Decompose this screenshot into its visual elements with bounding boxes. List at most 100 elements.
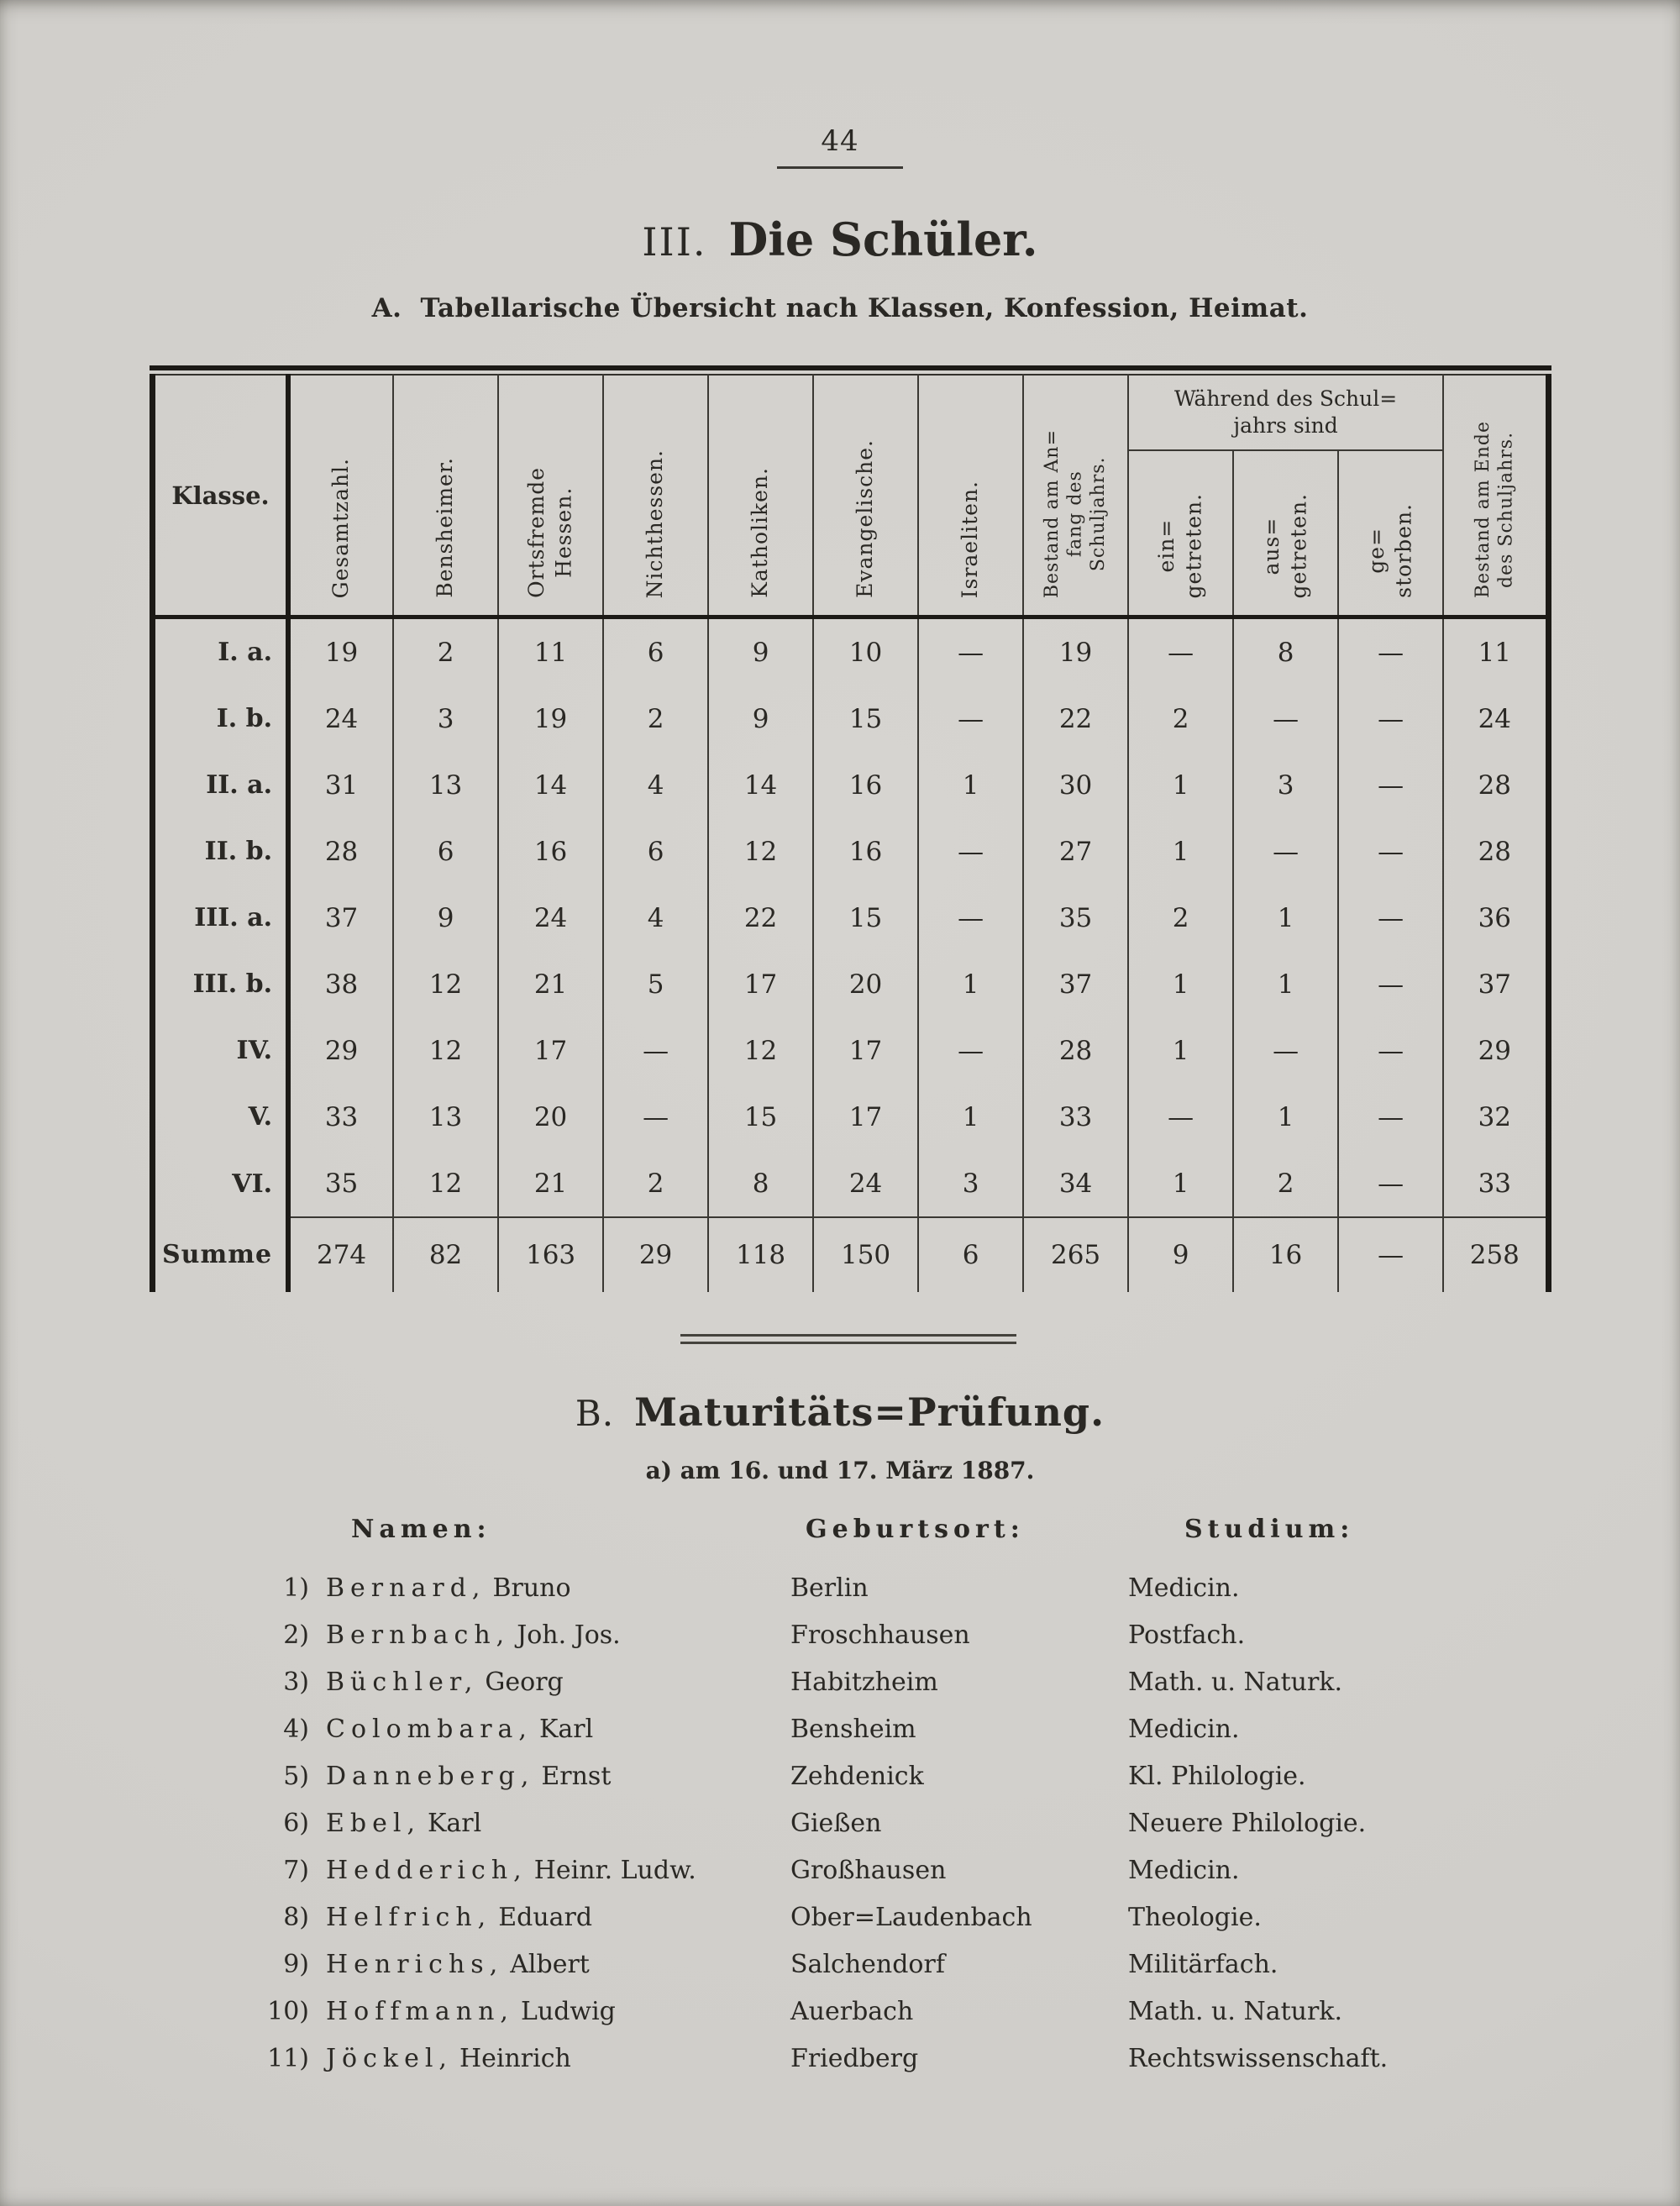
- candidate-number: 6): [283, 1809, 309, 1838]
- ausgetreten-column-header: aus= getreten.: [1232, 450, 1339, 619]
- candidate-study: Medicin.: [1128, 1573, 1240, 1603]
- table-cell: 1: [1127, 818, 1234, 885]
- table-cell: 1: [917, 951, 1024, 1017]
- sum-cell: 163: [497, 1216, 604, 1292]
- candidate-number: 4): [283, 1715, 309, 1744]
- table-row: VI. 35 12 21 2 8 24 3 34 1 2 — 33: [152, 1150, 1549, 1217]
- table-cell: 28: [1442, 752, 1549, 818]
- table-cell: —: [1337, 617, 1444, 685]
- sum-cell: 82: [392, 1216, 499, 1292]
- table-row: II. a. 31 13 14 4 14 16 1 30 1 3 — 28: [152, 752, 1549, 818]
- candidate-surname: Hedderich,: [326, 1856, 528, 1885]
- candidate-number: 1): [283, 1573, 309, 1603]
- candidate-surname: Jöckel,: [326, 2044, 453, 2073]
- table-cell: 37: [287, 885, 394, 951]
- table-cell: 1: [1232, 885, 1339, 951]
- candidate-birthplace: Salchendorf: [790, 1950, 945, 1979]
- statistics-table-wrap: Klasse. Gesamtzahl. Bensheimer. Ortsfrem…: [150, 365, 1551, 1292]
- sum-cell: 16: [1232, 1216, 1339, 1292]
- candidate-study: Medicin.: [1128, 1715, 1240, 1744]
- table-cell: 21: [497, 951, 604, 1017]
- table-cell: 1: [1127, 951, 1234, 1017]
- table-cell: 16: [497, 818, 604, 885]
- candidate-surname: Helfrich,: [326, 1903, 492, 1932]
- number-column-header: [252, 1510, 309, 1550]
- candidate-study: Medicin.: [1128, 1856, 1240, 1885]
- table-cell: 3: [392, 685, 499, 752]
- candidate-given-name: Karl: [428, 1809, 482, 1838]
- nichthessen-column-header: Nichthessen.: [602, 375, 709, 619]
- study-column-header: Studium:: [1184, 1515, 1355, 1544]
- table-cell: 3: [1232, 752, 1339, 818]
- section-b-letter: B.: [575, 1393, 615, 1434]
- sum-cell: 274: [287, 1216, 394, 1292]
- table-cell: —: [917, 617, 1024, 685]
- class-label: I. b.: [152, 685, 291, 752]
- subsection-title-text: Tabellarische Übersicht nach Klassen, Ko…: [420, 293, 1309, 323]
- table-cell: 8: [1232, 617, 1339, 685]
- section-b-subtitle: a) am 16. und 17. März 1887.: [645, 1457, 1035, 1484]
- table-cell: 4: [602, 885, 709, 951]
- table-cell: —: [1232, 1017, 1339, 1084]
- candidate-number: 7): [283, 1856, 309, 1885]
- table-cell: 36: [1442, 885, 1549, 951]
- table-cell: 2: [1127, 685, 1234, 752]
- table-cell: 11: [1442, 617, 1549, 685]
- class-label: V.: [152, 1084, 291, 1150]
- table-cell: 33: [1442, 1150, 1549, 1217]
- israeliten-column-header: Israeliten.: [917, 375, 1024, 619]
- table-cell: —: [1127, 1084, 1234, 1150]
- candidate-surname: Danneberg,: [326, 1762, 535, 1791]
- table-cell: 6: [602, 617, 709, 685]
- candidate-surname: Colombara,: [326, 1715, 533, 1744]
- table-cell: 34: [1022, 1150, 1129, 1217]
- candidate-surname: Ebel,: [326, 1809, 421, 1838]
- table-cell: 22: [1022, 685, 1129, 752]
- table-cell: 30: [1022, 752, 1129, 818]
- table-cell: —: [1337, 1017, 1444, 1084]
- candidate-name: Büchler, Georg: [309, 1659, 775, 1706]
- candidate-number: 2): [283, 1620, 309, 1650]
- table-cell: 15: [812, 885, 919, 951]
- table-cell: —: [917, 1017, 1024, 1084]
- candidate-given-name: Bruno: [492, 1573, 571, 1603]
- class-label: VI.: [152, 1150, 291, 1217]
- table-cell: —: [1337, 1084, 1444, 1150]
- candidate-number: 8): [283, 1903, 309, 1932]
- table-cell: 2: [602, 1150, 709, 1217]
- table-cell: 24: [287, 685, 394, 752]
- table-cell: 19: [287, 617, 394, 685]
- ortsfremde-hessen-column-header: Ortsfremde Hessen.: [497, 375, 604, 619]
- table-cell: 37: [1442, 951, 1549, 1017]
- section-b-title-text: Maturitäts=Prüfung.: [634, 1389, 1105, 1435]
- bensheimer-column-header: Bensheimer.: [392, 375, 499, 619]
- sum-cell: —: [1337, 1216, 1444, 1292]
- candidate-birthplace: Gießen: [790, 1809, 882, 1838]
- candidate-given-name: Joh. Jos.: [517, 1620, 621, 1650]
- sum-cell: 29: [602, 1216, 709, 1292]
- table-row: II. b. 28 6 16 6 12 16 — 27 1 — — 28: [152, 818, 1549, 885]
- table-cell: 1: [1232, 1084, 1339, 1150]
- table-cell: 1: [1127, 1150, 1234, 1217]
- candidate-row: 8) Helfrich, Eduard Ober=Laudenbach Theol…: [252, 1894, 1478, 1941]
- candidate-name: Henrichs, Albert: [309, 1941, 775, 1988]
- table-cell: —: [602, 1017, 709, 1084]
- table-cell: —: [917, 685, 1024, 752]
- table-cell: 12: [707, 818, 814, 885]
- candidate-row: 3) Büchler, Georg Habitzheim Math. u. Nat…: [252, 1659, 1478, 1706]
- sum-cell: 150: [812, 1216, 919, 1292]
- table-cell: 19: [1022, 617, 1129, 685]
- candidate-name: Danneberg, Ernst: [309, 1753, 775, 1800]
- table-cell: —: [1232, 685, 1339, 752]
- candidate-name: Jöckel, Heinrich: [309, 2035, 775, 2083]
- table-cell: 29: [1442, 1017, 1549, 1084]
- sum-label: Summe: [152, 1217, 291, 1292]
- section-numeral: III.: [642, 219, 707, 265]
- table-cell: 24: [812, 1150, 919, 1217]
- candidate-study: Math. u. Naturk.: [1128, 1997, 1343, 2026]
- candidate-study: Rechtswissenschaft.: [1128, 2044, 1389, 2073]
- table-row: III. b. 38 12 21 5 17 20 1 37 1 1 — 37: [152, 951, 1549, 1017]
- sum-cell: 118: [707, 1216, 814, 1292]
- table-row: V. 33 13 20 — 15 17 1 33 — 1 — 32: [152, 1084, 1549, 1150]
- candidate-row: 9) Henrichs, Albert Salchendorf Militärfa…: [252, 1941, 1478, 1988]
